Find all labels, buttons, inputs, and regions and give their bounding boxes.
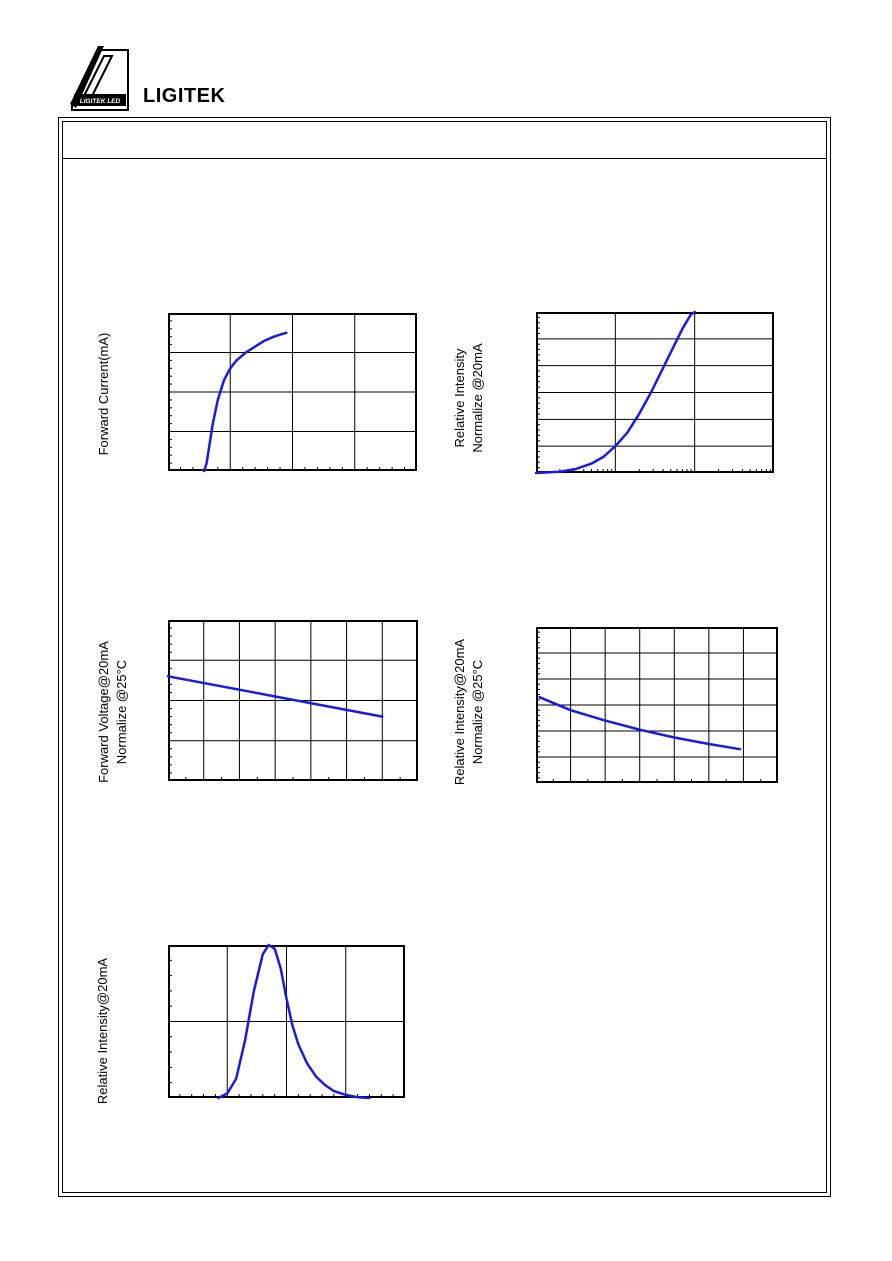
series-curve [538, 695, 742, 751]
ylabel-line: Forward Voltage@20mA [96, 641, 111, 783]
ligitek-logo: LIGITEK LED [70, 46, 129, 111]
ylabel-forward-voltage-temp: Forward Voltage@20mA Normalize @25°C [95, 632, 131, 792]
logo-text: LIGITEK LED [80, 98, 121, 105]
brand-name: LIGITEK [143, 85, 226, 107]
ylabel-line: Relative Intensity [452, 348, 467, 448]
page-frame-inner [62, 121, 827, 1193]
chart-relative-intensity-temp [536, 627, 778, 783]
ylabel-line: Relative Intensity@20mA [95, 957, 110, 1105]
series-curve [202, 331, 288, 473]
ylabel-line: Forward Current(mA) [96, 332, 111, 456]
ylabel-relative-intensity-temp: Relative Intensity@20mA Normalize @25°C [451, 622, 487, 802]
ylabel-line: Relative Intensity@20mA [452, 638, 467, 786]
chart-relative-intensity-current [534, 310, 774, 475]
series-curve [166, 675, 384, 718]
chart-spectrum [168, 943, 405, 1100]
ylabel-line: Normalize @25°C [114, 659, 129, 765]
chart-forward-voltage-temp [166, 620, 418, 781]
ylabel-spectrum: Relative Intensity@20mA [94, 946, 112, 1116]
ylabel-line: Normalize @20mA [470, 343, 485, 453]
series-curve [217, 943, 371, 1100]
series-curve [534, 310, 696, 475]
page-frame-outer [58, 117, 831, 1197]
chart-forward-current [168, 313, 417, 473]
ylabel-line: Normalize @25°C [470, 659, 485, 765]
ylabel-forward-current: Forward Current(mA) [95, 324, 113, 464]
header-divider [62, 158, 827, 159]
ylabel-relative-intensity-current: Relative Intensity Normalize @20mA [451, 328, 487, 468]
